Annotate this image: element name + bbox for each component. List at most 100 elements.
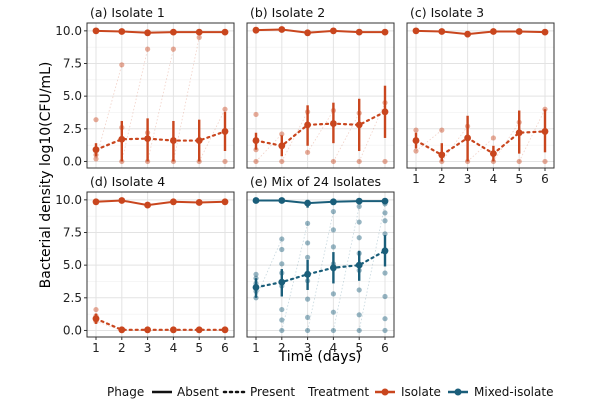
legend-isolate-label: Isolate — [401, 385, 441, 399]
replicate-point — [279, 236, 285, 242]
point-phage-absent — [144, 201, 152, 209]
x-tick-label: 4 — [170, 341, 178, 355]
legend-treatment-title: Treatment — [307, 385, 369, 399]
point-phage-present — [541, 128, 549, 135]
point-phage-absent — [252, 26, 260, 34]
replicate-point — [93, 117, 99, 123]
x-axis-label: Time (days) — [278, 349, 362, 365]
point-phage-present — [170, 137, 177, 144]
point-phage-absent — [304, 29, 311, 37]
series-line-phage-absent — [255, 28, 385, 34]
series-line-phage-present — [94, 317, 227, 331]
replicate-point — [279, 158, 285, 165]
point-phage-present — [144, 135, 152, 143]
replicate-point — [305, 220, 311, 226]
point-phage-absent — [118, 197, 126, 204]
replicate-trajectory — [95, 64, 123, 159]
panel-5: (e) Mix of 24 Isolates 1 2 3 4 5 6 — [246, 174, 395, 355]
point-phage-present — [412, 137, 420, 144]
x-tick-label: 2 — [118, 341, 126, 355]
series-line-phage-present — [254, 110, 387, 147]
x-tick-label: 1 — [92, 341, 100, 355]
point-phage-absent — [118, 28, 126, 35]
point-phage-present — [221, 128, 229, 135]
panel-title: (b) Isolate 2 — [250, 5, 325, 20]
point-phage-present — [170, 326, 177, 334]
point-phage-present — [92, 146, 100, 154]
point-phage-present — [330, 264, 337, 272]
panel-border — [86, 191, 235, 338]
replicate-point — [93, 306, 99, 313]
point-phage-absent — [381, 28, 389, 36]
point-phage-absent — [252, 197, 260, 204]
replicate-trajectory — [333, 206, 360, 331]
series-line-phage-absent — [95, 199, 226, 207]
panel-background — [407, 23, 554, 168]
replicate-point — [382, 316, 388, 322]
panel-title: (d) Isolate 4 — [90, 174, 165, 189]
point-phage-present — [144, 326, 152, 334]
point-phage-present — [92, 315, 100, 323]
point-phage-present — [304, 270, 311, 278]
point-phage-present — [381, 108, 389, 116]
replicate-point — [253, 111, 259, 118]
replicate-point — [330, 309, 336, 315]
y-tick-label: 5.0 — [63, 89, 82, 103]
replicate-point — [279, 261, 285, 267]
replicate-trajectory — [333, 112, 360, 162]
replicate-point — [330, 327, 336, 334]
point-phage-absent — [330, 27, 337, 35]
replicate-point — [330, 158, 336, 165]
replicate-trajectory — [95, 320, 122, 331]
panel-title: (c) Isolate 3 — [410, 5, 484, 20]
replicate-point — [253, 271, 259, 277]
point-phage-absent — [92, 198, 100, 206]
point-phage-absent — [304, 199, 311, 207]
replicate-point — [356, 158, 362, 165]
series-line-phage-present — [414, 130, 547, 157]
point-phage-present — [355, 121, 363, 129]
replicate-trajectory — [255, 133, 283, 162]
legend-absent-label: Absent — [177, 385, 219, 399]
point-phage-absent — [381, 197, 389, 205]
replicate-point — [356, 327, 362, 334]
replicate-point — [382, 327, 388, 334]
replicate-point — [330, 227, 336, 233]
point-phage-absent — [438, 28, 446, 35]
replicate-point — [413, 127, 419, 133]
series-line-phage-absent — [95, 29, 225, 34]
point-phage-present — [438, 151, 446, 159]
y-tick-label: 0.0 — [63, 154, 82, 168]
replicate-point — [93, 156, 99, 162]
panel-border — [406, 22, 555, 169]
legend-phage-title: Phage — [107, 385, 144, 399]
point-phage-present — [195, 326, 203, 334]
x-tick-label: 5 — [515, 172, 523, 186]
point-phage-absent — [195, 28, 203, 36]
x-tick-label: 2 — [278, 341, 286, 355]
panel-4: (d) Isolate 4 0.0 2.5 5.0 7.5 10.0 1 2 3 4 5 6 — [55, 174, 235, 355]
point-phage-absent — [490, 28, 497, 35]
replicate-point — [382, 158, 388, 165]
x-tick-label: 5 — [195, 341, 203, 355]
x-tick-label: 3 — [144, 341, 152, 355]
x-tick-label: 1 — [252, 341, 260, 355]
replicate-trajectory — [358, 203, 386, 331]
replicate-point — [170, 46, 176, 52]
point-phage-present — [515, 129, 523, 137]
replicate-point — [330, 208, 336, 215]
replicate-point — [305, 240, 311, 246]
x-tick-label: 1 — [412, 172, 420, 186]
point-phage-present — [304, 121, 311, 129]
y-axis-label: Bacterial density log10(CFU/mL) — [38, 62, 54, 289]
series-line-phage-present — [94, 130, 227, 151]
replicate-point — [356, 312, 362, 318]
series-line-phage-absent — [256, 199, 385, 205]
point-phage-absent — [144, 29, 152, 37]
replicate-point — [330, 291, 336, 297]
replicate-point — [356, 287, 362, 293]
point-phage-absent — [170, 198, 177, 206]
point-phage-absent — [92, 27, 100, 35]
replicate-trajectory — [467, 137, 494, 162]
